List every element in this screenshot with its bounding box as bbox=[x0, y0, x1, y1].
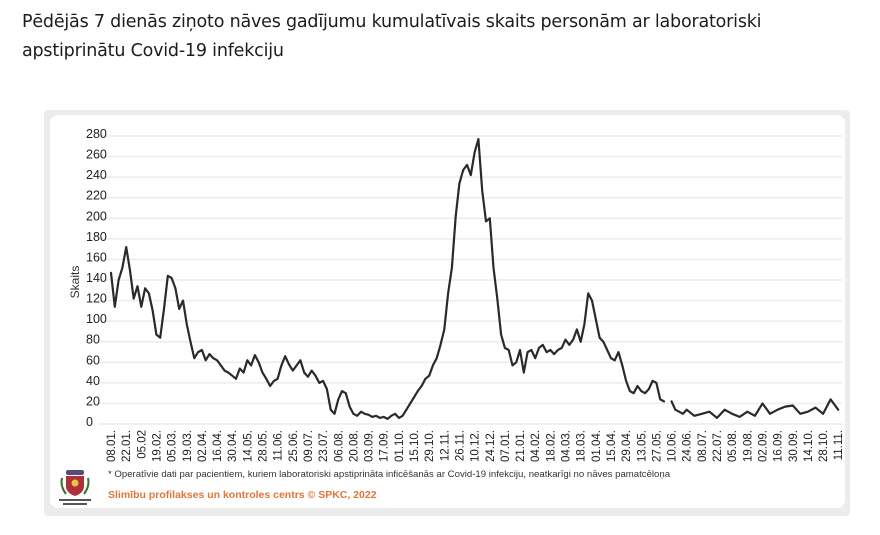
x-tick-label: 24.06. bbox=[682, 430, 694, 462]
y-tick-label: 40 bbox=[86, 374, 100, 388]
gridlines bbox=[98, 135, 842, 425]
y-axis-label: Skaits bbox=[68, 266, 82, 299]
x-tick-label: 21.01. bbox=[515, 430, 527, 462]
x-tick-label: 15.04. bbox=[606, 430, 618, 462]
y-tick-label: 220 bbox=[86, 189, 107, 203]
x-tick-label: 18.02. bbox=[545, 430, 557, 462]
x-tick-label: 11.06. bbox=[273, 430, 285, 461]
x-tick-label: 06.08. bbox=[333, 430, 345, 462]
x-tick-label: 14.10. bbox=[803, 430, 815, 462]
x-tick-label: 17.09. bbox=[379, 430, 391, 462]
x-tick-label: 27.05. bbox=[651, 430, 663, 462]
x-tick-label: 30.04. bbox=[227, 430, 239, 462]
x-tick-label: 04.02. bbox=[530, 430, 542, 462]
y-tick-label: 200 bbox=[86, 209, 107, 223]
x-tick-label: 16.04. bbox=[212, 430, 224, 462]
x-tick-label: 15.10. bbox=[409, 430, 421, 462]
x-tick-label: 14.05. bbox=[242, 430, 254, 462]
y-tick-label: 120 bbox=[86, 292, 107, 306]
y-tick-label: 100 bbox=[86, 312, 107, 326]
y-axis-ticks: 0 20 40 60 80 100 120 140 160 180 200 220 240 260 280 bbox=[86, 127, 107, 429]
x-tick-label: 20.08. bbox=[348, 430, 360, 462]
y-tick-label: 20 bbox=[86, 394, 100, 408]
x-tick-label: 01.10. bbox=[394, 430, 406, 462]
x-tick-label: 19.08. bbox=[742, 430, 754, 462]
x-tick-label: 16.09. bbox=[773, 430, 785, 462]
x-tick-label: 05.08. bbox=[727, 430, 739, 462]
x-tick-label: 09.07. bbox=[303, 430, 315, 462]
y-tick-label: 240 bbox=[86, 168, 107, 182]
x-axis-ticks: 08.01. 22.01. 05.02 19.02. 05.03. 19.03. 02.04… bbox=[106, 430, 845, 462]
x-tick-label: 02.04. bbox=[197, 430, 209, 462]
x-tick-label: 12.11. bbox=[439, 430, 451, 461]
page-title: Pēdējās 7 dienās ziņoto nāves gadījumu k… bbox=[22, 12, 762, 61]
x-tick-label: 05.03. bbox=[167, 430, 179, 462]
y-tick-label: 140 bbox=[86, 271, 107, 285]
x-tick-label: 30.09. bbox=[788, 430, 800, 462]
x-tick-label: 22.01. bbox=[121, 430, 133, 462]
y-tick-label: 160 bbox=[86, 250, 107, 264]
x-tick-label: 04.03. bbox=[561, 430, 573, 462]
x-tick-label: 08.07. bbox=[697, 430, 709, 462]
x-tick-label: 02.09. bbox=[757, 430, 769, 462]
x-tick-label: 19.02. bbox=[151, 430, 163, 462]
y-tick-label: 60 bbox=[86, 353, 100, 367]
x-tick-label: 18.03. bbox=[576, 430, 588, 462]
x-tick-label: 01.04. bbox=[591, 430, 603, 462]
x-tick-label: 13.05. bbox=[636, 430, 648, 462]
y-tick-label: 0 bbox=[86, 415, 93, 429]
source-credit: Slimību profilakses un kontroles centrs … bbox=[108, 489, 377, 501]
y-tick-label: 280 bbox=[86, 127, 107, 141]
footnote: * Operatīvie dati par pacientiem, kuriem… bbox=[108, 469, 671, 480]
x-tick-label: 10.06. bbox=[667, 430, 679, 462]
x-tick-label: 05.02 bbox=[136, 430, 148, 459]
x-tick-label: 03.09. bbox=[364, 430, 376, 462]
x-tick-label: 29.10. bbox=[424, 430, 436, 462]
x-tick-label: 29.04. bbox=[621, 430, 633, 462]
x-tick-label: 26.11. bbox=[454, 430, 466, 461]
x-tick-label: 23.07. bbox=[318, 430, 330, 462]
x-tick-label: 22.07. bbox=[712, 430, 724, 462]
spkc-coat-of-arms-icon bbox=[54, 466, 96, 508]
x-tick-label: 07.01. bbox=[500, 430, 512, 462]
x-tick-label: 28.10. bbox=[818, 430, 830, 462]
data-line bbox=[109, 138, 840, 420]
y-tick-label: 260 bbox=[86, 148, 107, 162]
y-tick-label: 180 bbox=[86, 230, 107, 244]
x-tick-label: 10.12. bbox=[470, 430, 482, 462]
x-tick-label: 25.06. bbox=[288, 430, 300, 462]
x-tick-label: 11.11. bbox=[833, 430, 845, 460]
x-tick-label: 08.01. bbox=[106, 430, 118, 462]
x-tick-label: 19.03. bbox=[182, 430, 194, 462]
y-tick-label: 80 bbox=[86, 333, 100, 347]
x-tick-label: 24.12. bbox=[485, 430, 497, 462]
x-tick-label: 28.05. bbox=[258, 430, 270, 462]
chart-card bbox=[50, 115, 845, 508]
